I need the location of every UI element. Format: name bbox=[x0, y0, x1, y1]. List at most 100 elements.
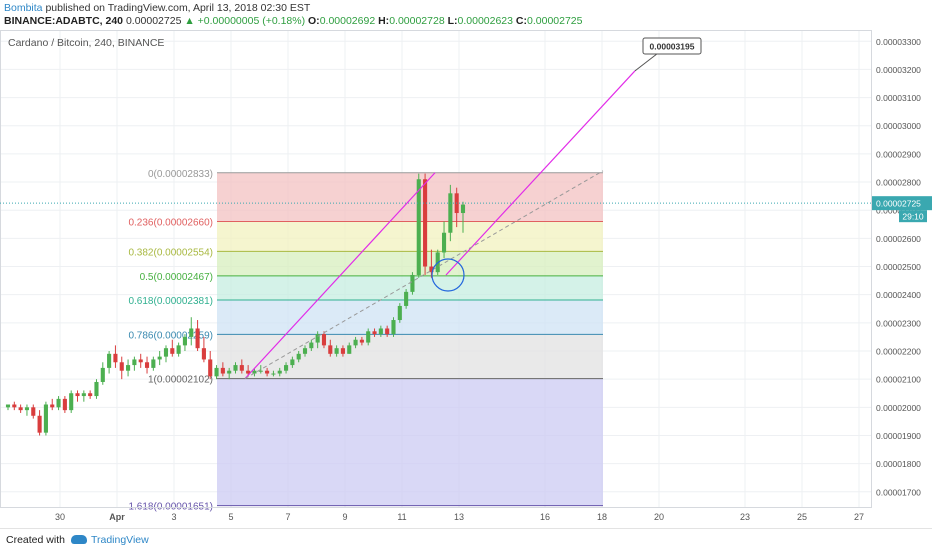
candle-body bbox=[372, 331, 377, 335]
candle-body bbox=[214, 367, 219, 377]
support-circle bbox=[431, 258, 465, 292]
dashed-channel-line bbox=[244, 170, 604, 380]
candle-body bbox=[271, 373, 276, 375]
candle-body bbox=[340, 348, 345, 354]
candle-body bbox=[328, 345, 333, 354]
fib-level-label: 0.618(0.00002381) bbox=[128, 296, 213, 307]
candle-body bbox=[88, 393, 93, 397]
candle-body bbox=[176, 345, 181, 354]
symbol-line: BINANCE:ADABTC, 240 0.00002725 ▲ +0.0000… bbox=[4, 15, 928, 28]
price-change: +0.00000005 (+0.18%) bbox=[197, 15, 306, 27]
candle-body bbox=[126, 365, 131, 371]
candle-body bbox=[404, 291, 409, 306]
candle-body bbox=[107, 353, 112, 368]
time-tick-label: 7 bbox=[285, 512, 290, 522]
fib-level-label: 0(0.00002833) bbox=[148, 169, 213, 180]
price-tick-label: 0.00002700 bbox=[876, 206, 921, 216]
price-tick-label: 0.00001900 bbox=[876, 431, 921, 441]
current-price-text: 0.00002725 bbox=[876, 199, 921, 209]
impulse-trendline bbox=[244, 172, 436, 380]
price-chart[interactable]: 0(0.00002833) 0.236(0.00002660) 0.382(0.00… bbox=[0, 30, 932, 528]
candle-body bbox=[315, 334, 320, 343]
published-text: published on TradingView.com, April 13, … bbox=[45, 2, 311, 14]
candle-body bbox=[441, 232, 447, 253]
current-price-badge bbox=[872, 196, 932, 211]
countdown-text: 29:10 bbox=[902, 212, 924, 222]
candle-body bbox=[18, 407, 23, 411]
candle-body bbox=[220, 367, 225, 374]
fib-zone bbox=[217, 275, 603, 301]
price-tick-label: 0.00002600 bbox=[876, 234, 921, 244]
candle-body bbox=[24, 407, 30, 411]
candle-body bbox=[429, 266, 434, 273]
candle-body bbox=[31, 407, 36, 416]
price-tick-label: 0.00002100 bbox=[876, 375, 921, 385]
candle-body bbox=[410, 274, 415, 292]
candle-body bbox=[81, 393, 86, 397]
candle-body bbox=[353, 339, 358, 346]
candle-body bbox=[50, 404, 55, 408]
time-tick-label: 23 bbox=[740, 512, 750, 522]
price-tick-label: 0.00001700 bbox=[876, 487, 921, 497]
candle-body bbox=[5, 404, 11, 408]
fibonacci-retracement: 0(0.00002833) 0.236(0.00002660) 0.382(0.00… bbox=[128, 169, 603, 513]
close-value: 0.00002725 bbox=[527, 15, 583, 27]
candle-body bbox=[144, 362, 150, 368]
candle-body bbox=[163, 348, 169, 357]
time-tick-label: 9 bbox=[342, 512, 347, 522]
candle-body bbox=[75, 393, 80, 397]
price-tick-label: 0.00002200 bbox=[876, 347, 921, 357]
candle-body bbox=[201, 348, 206, 360]
high-label: H: bbox=[378, 15, 390, 27]
price-tick-label: 0.00002000 bbox=[876, 403, 921, 413]
candle-body bbox=[43, 404, 48, 433]
time-tick-label: 18 bbox=[597, 512, 607, 522]
time-tick-label: 13 bbox=[454, 512, 464, 522]
candle-body bbox=[56, 398, 61, 408]
author-link[interactable]: Bombita bbox=[4, 2, 43, 14]
candle-body bbox=[460, 204, 466, 214]
fib-level-label: 1(0.00002102) bbox=[148, 375, 213, 386]
open-label: O: bbox=[308, 15, 320, 27]
time-tick-label: 16 bbox=[540, 512, 550, 522]
footer: Created with TradingView bbox=[0, 528, 932, 550]
price-tick-label: 0.00002400 bbox=[876, 290, 921, 300]
candle-body bbox=[366, 331, 371, 343]
candle-body bbox=[157, 356, 162, 360]
candle-body bbox=[94, 381, 99, 397]
fib-level-label: 0.5(0.00002467) bbox=[140, 272, 213, 283]
fib-level-label: 0.236(0.00002660) bbox=[128, 217, 213, 228]
price-tick-label: 0.00003300 bbox=[876, 37, 921, 47]
time-tick-label: 25 bbox=[797, 512, 807, 522]
candle-body bbox=[397, 305, 402, 321]
candle-body bbox=[227, 370, 232, 374]
candle-body bbox=[12, 404, 17, 408]
candle-body bbox=[423, 179, 428, 267]
candle-body bbox=[151, 359, 156, 368]
publish-line: Bombita published on TradingView.com, Ap… bbox=[4, 2, 928, 15]
candle-body bbox=[239, 365, 244, 371]
candle-body bbox=[246, 370, 251, 374]
candle-body bbox=[359, 339, 364, 343]
candle-body bbox=[100, 367, 105, 382]
price-tick-label: 0.00001800 bbox=[876, 459, 921, 469]
time-tick-label: 27 bbox=[854, 512, 864, 522]
last-price: 0.00002725 bbox=[125, 15, 182, 27]
trend-drawings: 0.00003195 bbox=[0, 37, 871, 380]
callout-box bbox=[642, 37, 702, 55]
up-arrow-icon: ▲ bbox=[184, 15, 195, 27]
candle-body bbox=[385, 328, 390, 335]
projection-trendline bbox=[445, 70, 636, 276]
time-tick-label: 11 bbox=[397, 512, 406, 522]
candle-body bbox=[321, 334, 327, 346]
candle-body bbox=[258, 370, 263, 372]
tradingview-cloud-icon bbox=[70, 535, 87, 544]
tradingview-logo[interactable]: TradingView bbox=[70, 534, 149, 546]
fib-zone bbox=[217, 378, 603, 506]
chart-header: Bombita published on TradingView.com, Ap… bbox=[0, 0, 932, 30]
candle-body bbox=[378, 328, 383, 335]
fib-zone bbox=[217, 300, 603, 335]
fib-zone bbox=[217, 334, 603, 379]
price-tick-label: 0.00003200 bbox=[876, 65, 921, 75]
candle-body bbox=[290, 359, 295, 366]
